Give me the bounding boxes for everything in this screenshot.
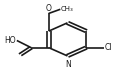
Text: CH₃: CH₃	[60, 6, 73, 12]
Text: N: N	[65, 60, 71, 69]
Text: Cl: Cl	[104, 43, 111, 52]
Text: HO: HO	[4, 36, 16, 45]
Text: O: O	[45, 4, 51, 13]
